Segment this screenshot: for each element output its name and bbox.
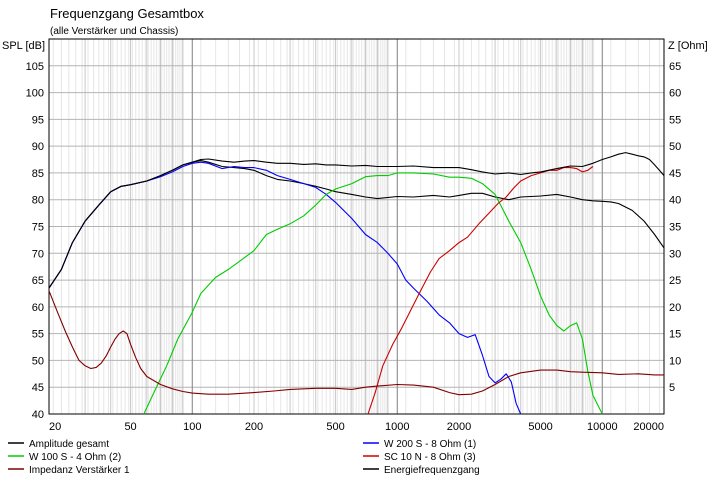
x-tick-label: 20000 xyxy=(633,421,664,433)
x-tick-labels: 20 50 100 200 500 1000 2000 5000 10000 20000 xyxy=(49,421,664,433)
y2-tick-labels: 5 10 15 20 25 30 35 40 45 50 55 60 65 xyxy=(669,61,681,394)
y2-tick-label: 10 xyxy=(669,355,681,367)
x-tick-label: 1000 xyxy=(385,421,409,433)
y2-tick-label: 55 xyxy=(669,114,681,126)
x-tick-label: 20 xyxy=(49,421,61,433)
x-tick-label: 200 xyxy=(245,421,263,433)
y-tick-label: 65 xyxy=(32,275,44,287)
y-tick-label: 40 xyxy=(32,409,44,421)
x-tick-label: 10000 xyxy=(587,421,618,433)
plot-frame xyxy=(48,38,665,415)
y2-tick-label: 5 xyxy=(669,382,675,394)
y2-tick-label: 25 xyxy=(669,275,681,287)
chart-subtitle: (alle Verstärker und Chassis) xyxy=(50,26,178,37)
y-tick-label: 45 xyxy=(32,382,44,394)
legend-label: W 100 S - 4 Ohm (2) xyxy=(29,452,121,463)
y2-tick-label: 45 xyxy=(669,168,681,180)
y2-tick-label: 30 xyxy=(669,248,681,260)
x-tick-label: 5000 xyxy=(528,421,552,433)
series-line xyxy=(143,172,603,415)
legend-label: Energiefrequenzgang xyxy=(384,465,480,476)
x-tick-label: 100 xyxy=(183,421,201,433)
series-line xyxy=(48,290,664,396)
y2-tick-label: 50 xyxy=(669,141,681,153)
y2-tick-label: 65 xyxy=(669,61,681,73)
y-tick-label: 50 xyxy=(32,355,44,367)
legend-label: Amplitude gesamt xyxy=(29,439,109,450)
y-tick-label: 90 xyxy=(32,141,44,153)
y2-tick-label: 20 xyxy=(669,302,681,314)
y-tick-label: 85 xyxy=(32,168,44,180)
legend-label: Impedanz Verstärker 1 xyxy=(29,465,130,476)
y2-tick-label: 60 xyxy=(669,88,681,100)
y-axis-label: SPL [dB] xyxy=(2,40,45,52)
chart-title: Frequenzgang Gesamtbox xyxy=(50,6,204,21)
series-line xyxy=(48,152,665,289)
y-tick-label: 80 xyxy=(32,195,44,207)
legend: Amplitude gesamt W 200 S - 8 Ohm (1) W 100… xyxy=(8,439,480,476)
legend-label: W 200 S - 8 Ohm (1) xyxy=(384,439,476,450)
y-tick-labels: 40 45 50 55 60 65 70 75 80 85 90 95 100 105 xyxy=(26,61,44,421)
series-line xyxy=(367,166,594,415)
y-tick-label: 60 xyxy=(32,302,44,314)
y2-tick-label: 35 xyxy=(669,222,681,234)
y2-axis-label: Z [Ohm] xyxy=(668,40,708,52)
y-tick-label: 95 xyxy=(32,114,44,126)
y-tick-label: 100 xyxy=(26,88,44,100)
y-tick-label: 105 xyxy=(26,61,44,73)
x-tick-label: 2000 xyxy=(447,421,471,433)
y2-tick-label: 15 xyxy=(669,329,681,341)
y-tick-label: 55 xyxy=(32,329,44,341)
x-tick-label: 500 xyxy=(326,421,344,433)
legend-label: SC 10 N - 8 Ohm (3) xyxy=(384,452,476,463)
grid-major xyxy=(49,39,664,414)
y-tick-label: 70 xyxy=(32,248,44,260)
y-tick-label: 75 xyxy=(32,222,44,234)
x-tick-label: 50 xyxy=(124,421,136,433)
y2-tick-label: 40 xyxy=(669,195,681,207)
series-layer xyxy=(48,152,665,415)
